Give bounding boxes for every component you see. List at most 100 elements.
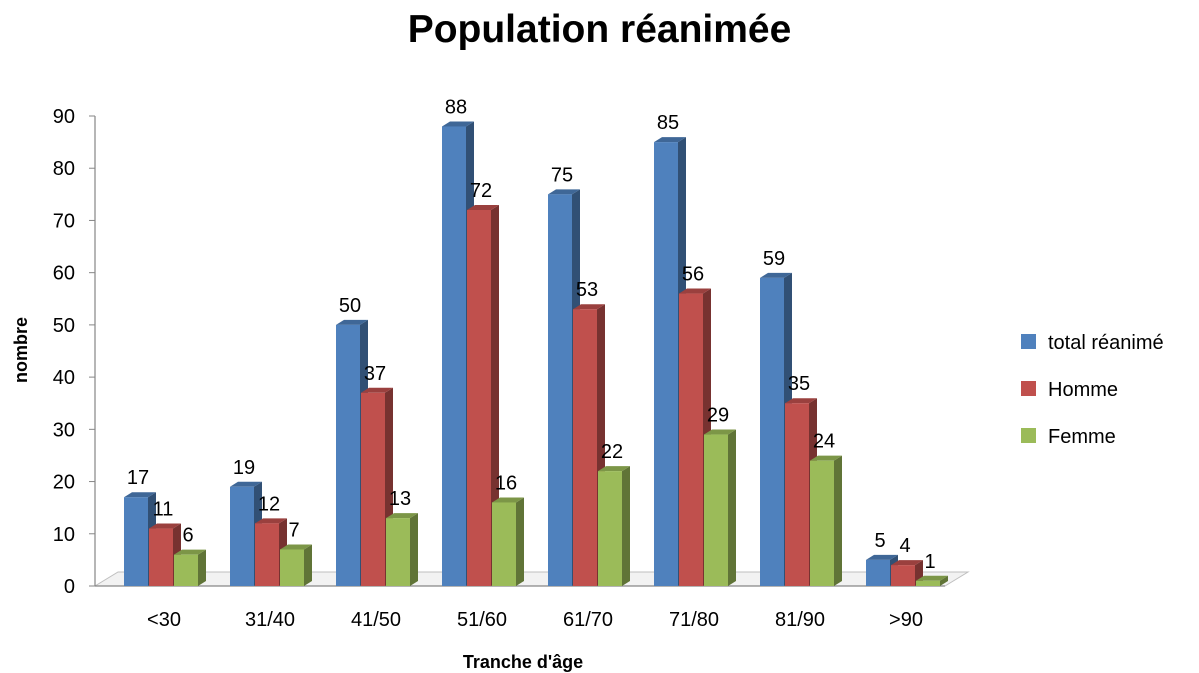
bar-top: [916, 575, 948, 581]
bar-top: [598, 466, 630, 472]
bar-front: [230, 486, 254, 586]
data-label: 37: [364, 363, 386, 385]
bar: [386, 513, 418, 586]
bar-top: [785, 398, 817, 404]
bar-front: [810, 460, 834, 586]
bar-front: [891, 565, 915, 586]
x-tick-label: 71/80: [669, 609, 719, 631]
data-label: 50: [339, 295, 361, 317]
bar-side: [834, 455, 842, 586]
bar-front: [255, 523, 279, 586]
bar-side: [198, 549, 206, 586]
bar-front: [548, 194, 572, 587]
bar: [467, 205, 499, 586]
legend-swatch: [1021, 428, 1036, 443]
data-label: 13: [389, 488, 411, 510]
x-tick-label: 51/60: [457, 609, 507, 631]
bar-front: [679, 293, 703, 586]
data-label: 85: [657, 112, 679, 134]
bar-top: [149, 523, 181, 529]
x-tick-label: <30: [147, 609, 181, 631]
bar-top: [124, 492, 156, 498]
bar-top: [810, 455, 842, 461]
bar-side: [728, 429, 736, 586]
bar-side: [410, 513, 418, 586]
x-tick-label: 31/40: [245, 609, 295, 631]
bar-top: [361, 387, 393, 393]
data-label: 56: [682, 264, 704, 286]
bar-front: [573, 309, 597, 586]
legend-label: Homme: [1048, 379, 1118, 401]
bar-top: [704, 429, 736, 435]
bar-front: [280, 549, 304, 586]
bar-side: [304, 544, 312, 586]
bar-side: [940, 575, 948, 586]
bar-front: [492, 502, 516, 586]
bar-front: [866, 559, 890, 586]
x-tick-label: 61/70: [563, 609, 613, 631]
legend-entry: total réanimé: [1021, 332, 1164, 354]
bar-top: [336, 319, 368, 325]
bar-side: [622, 466, 630, 586]
legend-swatch: [1021, 381, 1036, 396]
y-tick-label: 30: [53, 419, 75, 441]
data-label: 16: [495, 472, 517, 494]
data-label: 7: [288, 519, 299, 541]
bar-top: [679, 288, 711, 294]
data-label: 19: [233, 457, 255, 479]
bar-top: [548, 189, 580, 195]
legend-entry: Femme: [1021, 426, 1116, 448]
data-label: 88: [445, 96, 467, 118]
bar: [548, 189, 580, 587]
data-label: 35: [788, 373, 810, 395]
bar: [280, 544, 312, 586]
bar: [492, 497, 524, 586]
bar-top: [467, 205, 499, 210]
bar: [916, 575, 948, 586]
bar-front: [149, 528, 173, 586]
data-label: 1: [924, 551, 935, 573]
bar-top: [442, 121, 474, 127]
bar-top: [760, 272, 792, 278]
y-tick-label: 80: [53, 158, 75, 180]
y-axis-title: nombre: [11, 317, 31, 383]
y-tick-label: 0: [64, 576, 75, 598]
bar: [598, 466, 630, 586]
y-tick-label: 10: [53, 524, 75, 546]
bar-top: [386, 513, 418, 519]
y-tick-label: 70: [53, 210, 75, 232]
bar: [810, 455, 842, 586]
data-label: 6: [182, 525, 193, 547]
data-label: 5: [874, 530, 885, 552]
bar-front: [336, 324, 360, 586]
data-label: 11: [153, 499, 174, 521]
bar-front: [124, 497, 148, 586]
bar-top: [492, 497, 524, 503]
bar-front: [916, 580, 940, 586]
bar-top: [230, 481, 262, 487]
data-label: 75: [551, 164, 573, 186]
legend-label: Femme: [1048, 426, 1116, 448]
bar-top: [174, 549, 206, 555]
y-tick-label: 60: [53, 263, 75, 285]
y-tick-label: 50: [53, 315, 75, 337]
data-label: 22: [601, 441, 623, 463]
bar: [704, 429, 736, 586]
chart-title: Population réanimée: [407, 8, 792, 51]
bar-top: [255, 518, 287, 524]
bar-top: [866, 554, 898, 560]
bar-top: [280, 544, 312, 550]
data-label: 53: [576, 279, 598, 301]
bar: [760, 272, 792, 586]
data-label: 17: [127, 467, 149, 489]
x-tick-label: 41/50: [351, 609, 401, 631]
data-label: 24: [813, 431, 835, 453]
bar-front: [760, 277, 784, 586]
data-label: 12: [258, 493, 280, 515]
bar-front: [386, 518, 410, 586]
bar-front: [467, 210, 491, 586]
x-tick-label: 81/90: [775, 609, 825, 631]
legend-entry: Homme: [1021, 379, 1118, 401]
bar-front: [598, 471, 622, 586]
